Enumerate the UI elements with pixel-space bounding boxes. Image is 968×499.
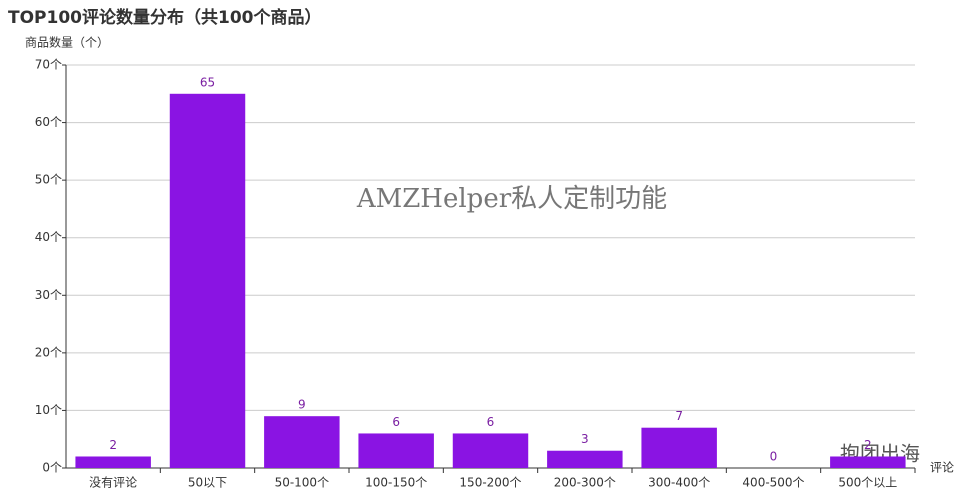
x-tick-label: 100-150个 (365, 476, 427, 490)
x-axis-label: 评论 (930, 461, 954, 475)
y-tick-label: 40个 (35, 230, 62, 244)
x-tick-label: 300-400个 (648, 476, 710, 490)
x-tick-label: 50以下 (188, 476, 227, 490)
data-label: 0 (770, 450, 778, 464)
chart-title: TOP100评论数量分布（共100个商品） (8, 7, 321, 28)
data-label: 7 (675, 409, 683, 423)
bar (830, 456, 906, 468)
data-label: 65 (200, 75, 215, 89)
data-label: 2 (864, 438, 872, 452)
y-tick-label: 60个 (35, 115, 62, 129)
x-tick-label: 200-300个 (554, 476, 616, 490)
bar (358, 433, 434, 468)
data-label: 2 (109, 438, 117, 452)
data-label: 9 (298, 398, 306, 412)
bar (641, 427, 717, 468)
y-tick-label: 50个 (35, 173, 62, 187)
bar (452, 433, 529, 468)
x-tick-label: 400-500个 (742, 476, 804, 490)
x-tick-label: 50-100个 (275, 476, 330, 490)
x-tick-label: 500个以上 (838, 476, 897, 490)
x-tick-label: 没有评论 (89, 475, 137, 490)
bar (547, 450, 623, 468)
bar (264, 416, 340, 468)
y-tick-label: 30个 (35, 288, 62, 302)
x-tick-label: 150-200个 (459, 476, 521, 490)
y-tick-label: 0个 (42, 461, 62, 475)
data-label: 3 (581, 432, 589, 446)
bar (169, 93, 246, 469)
watermark: AMZHelper私人定制功能 (356, 184, 667, 214)
y-tick-label: 20个 (35, 345, 62, 359)
y-tick-label: 10个 (35, 403, 62, 417)
y-axis-label: 商品数量（个） (25, 35, 109, 50)
y-tick-label: 70个 (35, 58, 62, 72)
bar (75, 456, 151, 468)
data-label: 6 (392, 415, 400, 429)
data-label: 6 (487, 415, 495, 429)
